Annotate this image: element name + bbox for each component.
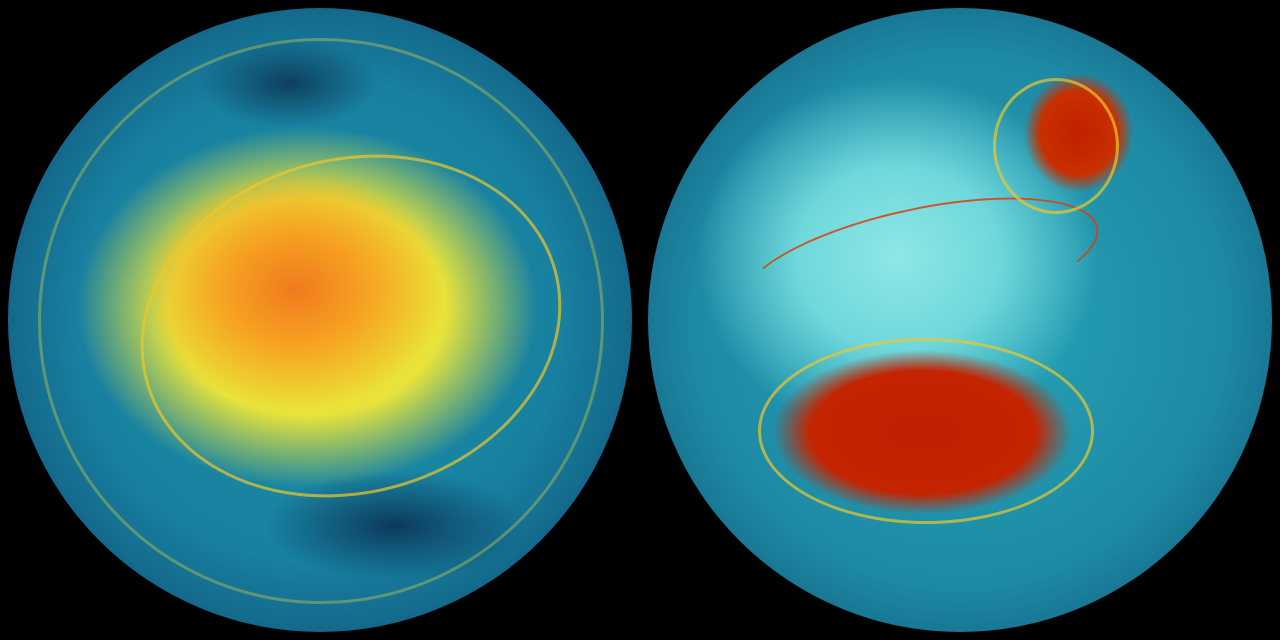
globe-limb-shading [8,8,632,632]
left-globe-image [8,8,632,632]
globe-limb-shading [648,8,1272,632]
right-globe-image [648,8,1272,632]
